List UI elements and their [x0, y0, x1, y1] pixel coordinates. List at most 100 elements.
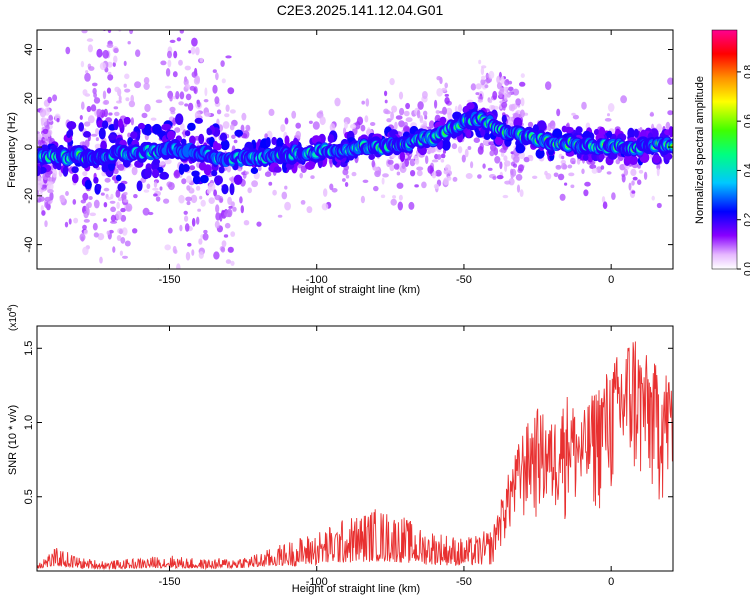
heatmap-noise-cell	[175, 91, 180, 100]
heatmap-noise-cell	[97, 24, 103, 28]
heatmap-noise-cell	[277, 214, 283, 218]
heatmap-noise-cell	[631, 180, 635, 186]
heatmap-noise-cell	[398, 120, 405, 128]
y-tick-label: 0	[23, 144, 35, 150]
heatmap-noise-cell	[365, 98, 370, 107]
heatmap-noise-cell	[515, 98, 522, 106]
heatmap-noise-cell	[105, 271, 110, 277]
heatmap-noise-cell	[185, 196, 193, 202]
heatmap-noise-cell	[135, 49, 141, 57]
heatmap-noise-cell	[102, 90, 107, 100]
heatmap-noise-cell	[110, 214, 116, 222]
heatmap-halo-cell	[187, 122, 196, 131]
heatmap-noise-cell	[190, 194, 198, 204]
heatmap-noise-cell	[398, 194, 403, 201]
heatmap-noise-cell	[237, 168, 242, 172]
heatmap-noise-cell	[396, 171, 401, 176]
snr-plot-area	[37, 341, 673, 571]
heatmap-noise-cell	[106, 87, 112, 94]
heatmap-noise-cell	[224, 210, 231, 218]
heatmap-halo-cell	[273, 166, 282, 173]
heatmap-noise-cell	[631, 190, 636, 194]
heatmap-noise-cell	[229, 109, 236, 114]
heatmap-halo-cell	[271, 136, 278, 146]
heatmap-halo-cell	[102, 120, 109, 129]
heatmap-noise-cell	[360, 124, 366, 132]
heatmap-noise-cell	[284, 117, 289, 125]
heatmap-noise-cell	[173, 50, 178, 59]
heatmap-noise-cell	[90, 104, 97, 112]
heatmap-noise-cell	[172, 71, 178, 78]
heatmap-noise-cell	[120, 237, 126, 244]
heatmap-noise-cell	[155, 99, 163, 104]
heatmap-noise-cell	[381, 177, 385, 185]
heatmap-noise-cell	[210, 296, 216, 302]
heatmap-noise-cell	[220, 246, 226, 253]
heatmap-noise-cell	[630, 168, 637, 176]
heatmap-noise-cell	[393, 163, 400, 170]
heatmap-noise-cell	[132, 228, 138, 234]
heatmap-halo-cell	[219, 132, 228, 142]
heatmap-noise-cell	[195, 46, 200, 56]
heatmap-noise-cell	[82, 171, 88, 177]
heatmap-halo-cell	[628, 155, 639, 165]
heatmap-noise-cell	[134, 81, 142, 89]
heatmap-noise-cell	[177, 21, 182, 29]
heatmap-noise-cell	[163, 198, 170, 204]
heatmap-noise-cell	[125, 203, 133, 212]
heatmap-halo-cell	[191, 170, 200, 177]
heatmap-noise-cell	[167, 50, 172, 59]
heatmap-noise-cell	[601, 196, 606, 203]
heatmap-noise-cell	[651, 195, 655, 201]
heatmap-noise-cell	[119, 250, 123, 256]
spectrogram-image	[37, 21, 673, 302]
heatmap-noise-cell	[44, 171, 51, 178]
heatmap-noise-cell	[200, 199, 206, 207]
heatmap-noise-cell	[108, 112, 113, 116]
heatmap-noise-cell	[204, 87, 208, 97]
heatmap-noise-cell	[143, 82, 150, 91]
heatmap-noise-cell	[637, 179, 642, 185]
heatmap-noise-cell	[422, 91, 428, 99]
heatmap-noise-cell	[131, 166, 138, 176]
snr-y-axis: 0.5 1.0 1.5	[23, 341, 673, 504]
heatmap-noise-cell	[208, 197, 215, 205]
heatmap-noise-cell	[96, 48, 103, 58]
heatmap-noise-cell	[444, 82, 449, 89]
heatmap-halo-cell	[535, 148, 545, 159]
spectrogram-y-axis: -40 -20 0 20 40	[23, 43, 673, 253]
heatmap-noise-cell	[431, 159, 439, 163]
heatmap-noise-cell	[518, 164, 524, 172]
heatmap-noise-cell	[83, 210, 89, 219]
heatmap-noise-cell	[191, 249, 195, 256]
heatmap-noise-cell	[361, 100, 366, 105]
heatmap-noise-cell	[553, 172, 559, 178]
heatmap-noise-cell	[555, 165, 562, 170]
heatmap-noise-cell	[436, 76, 442, 81]
heatmap-noise-cell	[452, 176, 458, 182]
heatmap-noise-cell	[421, 181, 427, 189]
heatmap-noise-cell	[239, 196, 243, 204]
heatmap-halo-cell	[203, 164, 212, 176]
heatmap-halo-cell	[276, 137, 284, 148]
heatmap-noise-cell	[44, 196, 52, 202]
heatmap-noise-cell	[64, 221, 69, 228]
heatmap-noise-cell	[179, 224, 183, 232]
heatmap-noise-cell	[621, 174, 626, 183]
heatmap-noise-cell	[81, 101, 85, 110]
heatmap-noise-cell	[581, 101, 587, 110]
heatmap-noise-cell	[519, 109, 525, 118]
heatmap-noise-cell	[410, 170, 416, 177]
heatmap-noise-cell	[92, 222, 98, 231]
heatmap-noise-cell	[185, 83, 191, 89]
heatmap-noise-cell	[253, 172, 260, 180]
snr-y-multiplier: (x104)	[7, 304, 19, 331]
heatmap-noise-cell	[480, 78, 486, 86]
heatmap-noise-cell	[473, 137, 480, 143]
heatmap-noise-cell	[85, 70, 89, 74]
heatmap-noise-cell	[395, 115, 403, 120]
heatmap-noise-cell	[99, 62, 106, 70]
heatmap-noise-cell	[436, 154, 442, 160]
heatmap-noise-cell	[444, 93, 449, 97]
heatmap-noise-cell	[268, 181, 273, 186]
